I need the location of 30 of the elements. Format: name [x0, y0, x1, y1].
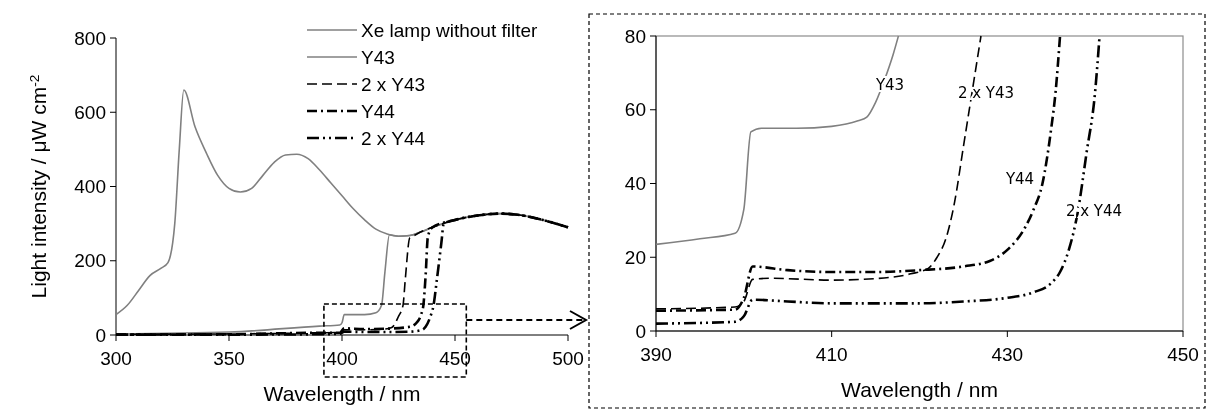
legend-label: Y44: [361, 100, 396, 122]
y-tick-label: 40: [624, 173, 646, 195]
annotation: 2 x Y43: [957, 84, 1015, 103]
annotation: Y43: [874, 76, 905, 95]
x-axis-title: Wavelength / nm: [263, 382, 421, 405]
x-tick-label: 410: [815, 344, 848, 365]
y-tick-label: 0: [635, 320, 646, 342]
x-tick-label: 450: [439, 348, 471, 369]
legend-label: Xe lamp without filter: [361, 19, 539, 41]
y-tick-label: 200: [74, 250, 106, 272]
x-tick-label: 400: [326, 348, 358, 369]
y-tick-label: 80: [624, 25, 646, 47]
y-tick-label: 400: [74, 176, 106, 198]
y-tick-label: 0: [95, 324, 106, 346]
x-tick-label: 390: [640, 344, 672, 365]
y-tick-label: 60: [624, 99, 646, 121]
annotation: 2 x Y44: [1065, 202, 1123, 221]
legend-label: 2 x Y43: [361, 73, 426, 95]
x-tick-label: 300: [100, 348, 132, 369]
x-tick-label: 500: [552, 348, 584, 369]
y-tick-label: 600: [74, 101, 106, 123]
x-tick-label: 450: [1167, 344, 1199, 365]
legend-label: 2 x Y44: [361, 127, 426, 149]
legend-label: Y43: [361, 46, 395, 68]
annotation: Y44: [1004, 170, 1035, 189]
x-tick-label: 350: [213, 348, 245, 369]
x-tick-label: 430: [991, 344, 1024, 365]
y-tick-label: 800: [74, 27, 106, 49]
x-axis-title: Wavelength / nm: [841, 378, 998, 401]
y-tick-label: 20: [624, 246, 646, 268]
